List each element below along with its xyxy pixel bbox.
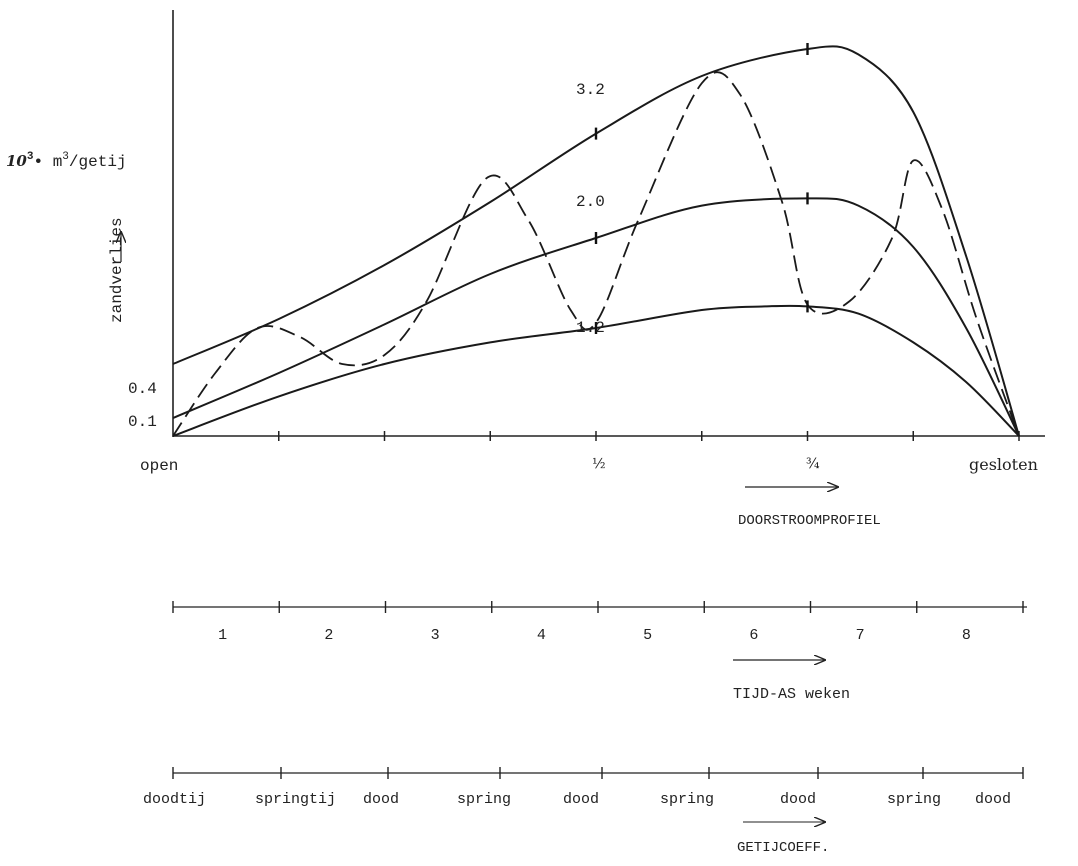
curve-label-2.0: 2.0 xyxy=(576,193,605,211)
curves xyxy=(172,43,1020,437)
tide-label-dood: dood xyxy=(363,791,399,808)
tide-label-spring: spring xyxy=(457,791,511,808)
curve-2.0 xyxy=(172,197,1020,437)
curve-label-1.2: 1.2 xyxy=(576,319,605,337)
curve-dashed xyxy=(172,71,1020,437)
x-label-half: ½ xyxy=(592,456,606,472)
week-label-3: 3 xyxy=(431,627,440,644)
y-unit-label: 103• m3/getij xyxy=(6,151,127,171)
curve-1.2 xyxy=(172,304,1020,437)
tide-label-springtij: springtij xyxy=(255,791,336,808)
week-label-6: 6 xyxy=(749,627,758,644)
time-axis-week-labels: 1 2 3 4 5 6 7 8 xyxy=(218,627,971,644)
tide-axis-label: GETIJCOEFF. xyxy=(737,840,829,856)
curve-3.2 xyxy=(172,45,1020,437)
x-axis-label: DOORSTROOMPROFIEL xyxy=(738,513,881,529)
week-label-7: 7 xyxy=(856,627,865,644)
week-label-5: 5 xyxy=(643,627,652,644)
x-label-gesloten: gesloten xyxy=(969,455,1038,474)
week-label-2: 2 xyxy=(324,627,333,644)
tide-label-doodtij: doodtij xyxy=(143,791,206,808)
curve-label-3.2: 3.2 xyxy=(576,81,605,99)
tide-label-spring: spring xyxy=(660,791,714,808)
x-label-three-quarter: ¾ xyxy=(806,456,820,472)
week-label-8: 8 xyxy=(962,627,971,644)
tide-label-dood: dood xyxy=(780,791,816,808)
tide-label-dood: dood xyxy=(975,791,1011,808)
week-label-4: 4 xyxy=(537,627,546,644)
time-axis-ticks xyxy=(172,601,1024,613)
x-axis-ticks xyxy=(278,431,1020,441)
y-tick-label-0.4: 0.4 xyxy=(128,380,157,398)
tide-axis-ticks xyxy=(172,767,1024,779)
tide-label-spring: spring xyxy=(887,791,941,808)
x-label-open: open xyxy=(140,457,178,475)
tide-axis-labels: doodtij springtij dood spring dood spring dood… xyxy=(143,791,1011,808)
tide-label-dood: dood xyxy=(563,791,599,808)
y-axis-label: zandverlies xyxy=(108,217,126,323)
time-axis-label: TIJD-AS weken xyxy=(733,686,850,703)
y-tick-label-0.1: 0.1 xyxy=(128,413,157,431)
week-label-1: 1 xyxy=(218,627,227,644)
